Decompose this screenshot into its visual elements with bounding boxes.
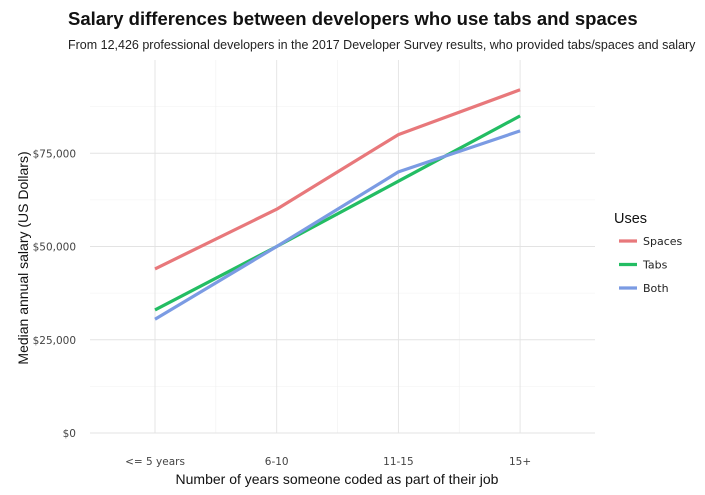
x-axis-label: Number of years someone coded as part of… — [176, 471, 499, 487]
legend: Uses Spaces Tabs Both — [614, 211, 683, 295]
y-tick-label: $25,000 — [33, 335, 76, 347]
x-axis-ticks: <= 5 years 6-10 11-15 15+ — [125, 456, 531, 468]
x-tick-label: 11-15 — [383, 456, 414, 468]
chart-subtitle: From 12,426 professional developers in t… — [68, 38, 696, 52]
y-tick-label: $75,000 — [33, 148, 76, 160]
y-axis-ticks: $0 $25,000 $50,000 $75,000 — [33, 148, 76, 440]
x-tick-label: <= 5 years — [125, 456, 185, 468]
legend-label-both: Both — [643, 282, 669, 295]
y-tick-label: $0 — [63, 428, 76, 440]
legend-title: Uses — [614, 211, 647, 227]
series-line-tabs — [154, 114, 521, 312]
chart-title: Salary differences between developers wh… — [68, 8, 638, 29]
grid-lines — [90, 60, 595, 434]
series-line-both — [154, 129, 521, 321]
legend-label-tabs: Tabs — [642, 259, 668, 272]
x-tick-label: 6-10 — [265, 456, 289, 468]
x-tick-label: 15+ — [509, 456, 531, 468]
legend-label-spaces: Spaces — [643, 235, 683, 248]
y-tick-label: $50,000 — [33, 242, 76, 254]
series-lines — [154, 88, 521, 321]
y-axis-label: Median annual salary (US Dollars) — [15, 151, 31, 364]
series-line-spaces — [154, 88, 521, 271]
